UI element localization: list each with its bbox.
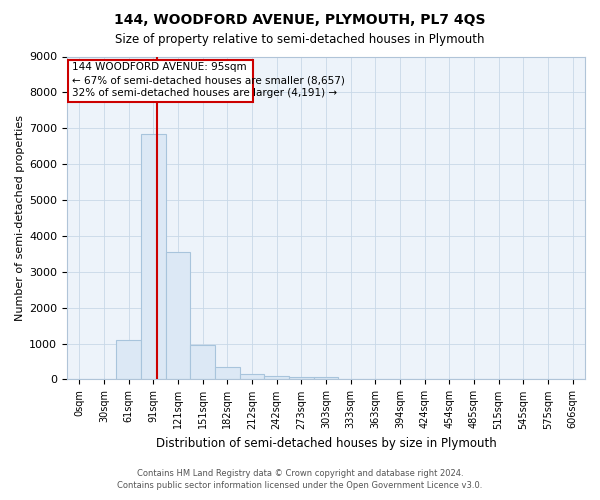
Text: Contains HM Land Registry data © Crown copyright and database right 2024.
Contai: Contains HM Land Registry data © Crown c… bbox=[118, 468, 482, 490]
Bar bbox=[215, 367, 239, 380]
Text: 144, WOODFORD AVENUE, PLYMOUTH, PL7 4QS: 144, WOODFORD AVENUE, PLYMOUTH, PL7 4QS bbox=[114, 12, 486, 26]
Bar bbox=[166, 252, 190, 380]
Text: ← 67% of semi-detached houses are smaller (8,657): ← 67% of semi-detached houses are smalle… bbox=[73, 75, 346, 85]
Bar bbox=[265, 376, 289, 380]
FancyBboxPatch shape bbox=[68, 60, 253, 102]
Y-axis label: Number of semi-detached properties: Number of semi-detached properties bbox=[15, 115, 25, 321]
Text: 32% of semi-detached houses are larger (4,191) →: 32% of semi-detached houses are larger (… bbox=[73, 88, 338, 98]
Bar bbox=[289, 376, 314, 380]
X-axis label: Distribution of semi-detached houses by size in Plymouth: Distribution of semi-detached houses by … bbox=[155, 437, 496, 450]
Bar bbox=[141, 134, 166, 380]
Bar bbox=[314, 376, 338, 380]
Text: Size of property relative to semi-detached houses in Plymouth: Size of property relative to semi-detach… bbox=[115, 32, 485, 46]
Bar bbox=[239, 374, 265, 380]
Text: 144 WOODFORD AVENUE: 95sqm: 144 WOODFORD AVENUE: 95sqm bbox=[73, 62, 247, 72]
Bar bbox=[190, 346, 215, 380]
Bar bbox=[116, 340, 141, 380]
